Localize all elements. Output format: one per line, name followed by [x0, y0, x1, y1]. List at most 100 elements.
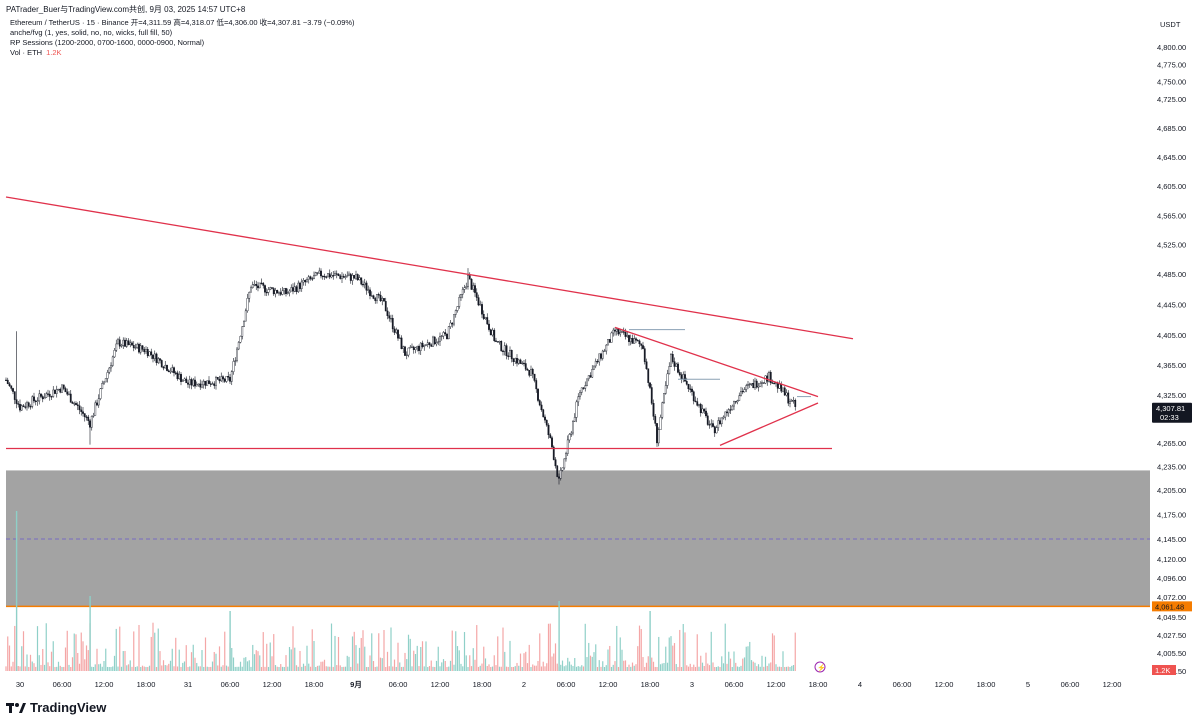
candle-body [265, 291, 268, 294]
candle-body [556, 465, 559, 477]
volume-spike [89, 596, 91, 671]
time-tick-label: 5 [1026, 680, 1030, 689]
time-tick-label: 2 [522, 680, 526, 689]
candle-body [62, 384, 65, 389]
legend-sessions-indicator[interactable]: RP Sessions (1200-2000, 0700-1600, 0000-… [10, 38, 205, 47]
volume-bar [484, 658, 487, 671]
volume-bar [252, 644, 254, 671]
volume-bar [612, 664, 614, 671]
volume-bar [754, 662, 756, 671]
candle-body [174, 372, 177, 374]
candle-body [369, 289, 371, 296]
candle-body [314, 272, 317, 276]
time-tick-label: 18:00 [977, 680, 996, 689]
candle-body [118, 339, 121, 347]
volume-bar [103, 661, 105, 671]
candle-body [640, 343, 643, 346]
candle-body [418, 346, 420, 351]
candle-body [491, 329, 494, 336]
volume-spike [649, 611, 651, 671]
volume-bar [68, 664, 70, 671]
volume-bar [194, 657, 196, 671]
candle-body [393, 328, 396, 333]
candle-body [131, 342, 133, 346]
price-tick-label: 4,205.00 [1157, 486, 1186, 495]
volume-bar [222, 665, 224, 671]
volume-bar [78, 663, 81, 671]
volume-bar [295, 665, 298, 671]
candle-body [748, 383, 751, 386]
candle-body [208, 380, 210, 384]
volume-bar [21, 646, 23, 671]
candle-body [48, 393, 51, 397]
candle-body [20, 405, 23, 411]
candle-body [169, 371, 172, 373]
candle-body [437, 341, 440, 343]
candle-body [190, 379, 193, 386]
candle-body [225, 376, 228, 382]
candle-body [727, 409, 730, 414]
volume-bar [715, 666, 718, 671]
candle-body [549, 434, 552, 438]
candle-body [125, 340, 128, 347]
candle-body [530, 369, 532, 376]
volume-bar [98, 664, 100, 671]
price-tick-label: 4,565.00 [1157, 211, 1186, 220]
zone-price-badge [1152, 601, 1192, 612]
candle-body [740, 391, 742, 396]
volume-bar [96, 648, 98, 671]
volume-bar [45, 623, 47, 671]
volume-bar [136, 666, 138, 671]
volume-bar [47, 662, 49, 671]
volume-bar [507, 666, 509, 671]
candle-body [27, 402, 30, 407]
volume-bar [390, 627, 392, 671]
candle-body [778, 383, 781, 389]
legend-volume-indicator[interactable]: Vol · ETH 1.2K [10, 48, 355, 58]
volume-bar [428, 666, 431, 671]
candle-body [376, 294, 378, 301]
candle-body [759, 383, 762, 387]
volume-bar [444, 660, 446, 671]
candle-body [524, 363, 527, 370]
candle-body [180, 373, 182, 382]
candle-body [374, 298, 377, 301]
lightning-icon[interactable] [814, 661, 826, 673]
tradingview-logo[interactable]: TradingView [6, 700, 106, 715]
volume-bar [777, 666, 779, 671]
volume-bar [211, 661, 214, 671]
volume-bar [322, 661, 324, 671]
volume-bar [449, 660, 452, 671]
volume-bar [42, 648, 44, 671]
candle-body [608, 339, 611, 343]
volume-bar [514, 666, 516, 671]
price-tick-label: 4,725.00 [1157, 95, 1186, 104]
volume-bar [638, 625, 641, 671]
price-tick-label: 4,775.00 [1157, 60, 1186, 69]
volume-bar [567, 657, 569, 671]
currency-label[interactable]: USDT [1160, 20, 1181, 29]
candle-body [671, 354, 674, 362]
price-axis[interactable]: 4,800.00 4,775.00 4,750.00 4,725.00 4,685.00… [1157, 43, 1186, 676]
candle-body [580, 387, 583, 393]
candle-body [243, 320, 245, 327]
volume-bar [148, 665, 151, 671]
legend-fvg-indicator[interactable]: anche/fvg (1, yes, solid, no, no, wicks,… [10, 28, 173, 37]
candle-body [724, 411, 727, 418]
candle-body [738, 395, 741, 401]
price-tick-label: 4,175.00 [1157, 511, 1186, 520]
candle-body [15, 399, 18, 404]
volume-bar [332, 666, 334, 671]
price-tick-label: 4,605.00 [1157, 182, 1186, 191]
volume-bar [94, 664, 96, 671]
candle-body [360, 277, 363, 285]
candle-body [675, 363, 678, 367]
legend-main-series[interactable]: Ethereum / TetherUS · 15 · Binance 开=4,3… [10, 18, 355, 27]
volume-bar [399, 662, 401, 671]
time-axis[interactable]: 30 06:00 12:00 18:00 31 06:00 12:00 18:00 9月 06:0… [16, 680, 1122, 689]
legend-volume-value: 1.2K [46, 48, 62, 57]
candle-body [694, 400, 697, 402]
candle-body [318, 270, 321, 274]
candle-body [85, 416, 88, 418]
